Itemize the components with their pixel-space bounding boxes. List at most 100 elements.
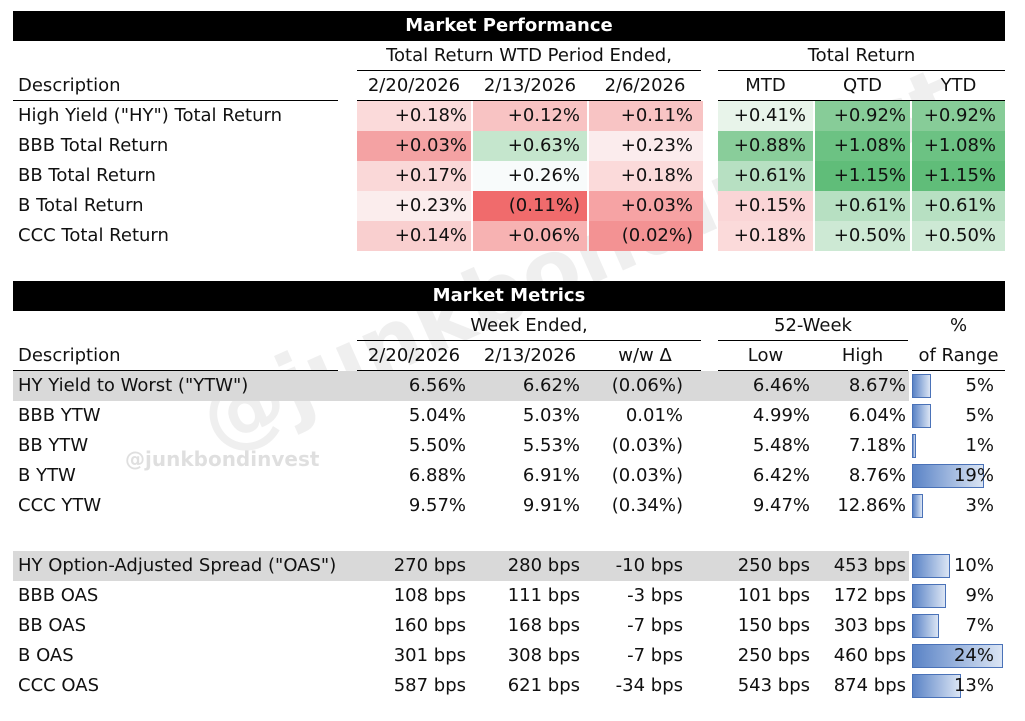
perf-row: BB Total Return +0.17% +0.26% +0.18% +0.61% +… xyxy=(0,161,1025,191)
range-value: 24% xyxy=(953,645,994,666)
range-value: 10% xyxy=(953,555,994,576)
metrics-cell-value: 874 bps xyxy=(833,675,906,696)
range-bar xyxy=(912,434,916,458)
metrics-row-shade xyxy=(13,551,909,581)
metrics-cell-value: 160 bps xyxy=(393,615,466,636)
perf-cell-bg xyxy=(473,161,587,191)
perf-cell-value: +0.41% xyxy=(733,105,806,126)
metrics-cell-value: 6.88% xyxy=(408,465,466,486)
metrics-row: B OAS 301 bps 308 bps -7 bps 250 bps 460 bps 2… xyxy=(0,641,1025,671)
metrics-col-header: High xyxy=(841,345,884,366)
metrics-cell-value: 250 bps xyxy=(737,645,810,666)
perf-cell-value: +0.50% xyxy=(833,225,906,246)
metrics-cols-line xyxy=(357,370,701,371)
perf-desc-header: Description xyxy=(18,75,121,96)
perf-cell-bg xyxy=(357,161,471,191)
perf-cell-bg xyxy=(357,191,471,221)
metrics-col-header: of Range xyxy=(918,345,999,366)
metrics-row: CCC YTW 9.57% 9.91% (0.34%) 9.47% 12.86% 3% xyxy=(0,491,1025,521)
metrics-cell-value: 308 bps xyxy=(507,645,580,666)
perf-cell-bg xyxy=(718,131,813,161)
range-bar xyxy=(912,404,931,428)
perf-cell-bg xyxy=(357,131,471,161)
metrics-cell-value: 172 bps xyxy=(833,585,906,606)
metrics-cell-value: 6.42% xyxy=(752,465,810,486)
perf-cell-bg xyxy=(473,101,587,131)
perf-cell-bg xyxy=(912,131,1005,161)
perf-cols-line xyxy=(357,100,701,101)
metrics-col-header: Low xyxy=(747,345,784,366)
perf-cell-bg xyxy=(912,101,1005,131)
perf-cell-value: +1.15% xyxy=(923,165,996,186)
metrics-cell-value: 301 bps xyxy=(393,645,466,666)
perf-total-line xyxy=(718,100,1005,101)
perf-cell-bg xyxy=(589,161,703,191)
metrics-row-label: BB YTW xyxy=(18,435,89,456)
metrics-group-week: Week Ended, xyxy=(470,315,588,336)
perf-cell-value: +0.92% xyxy=(833,105,906,126)
metrics-cell-value: -7 bps xyxy=(627,615,683,636)
range-value: 13% xyxy=(953,675,994,696)
range-value: 19% xyxy=(953,465,994,486)
metrics-pct-line xyxy=(912,370,1005,371)
metrics-cell-value: 453 bps xyxy=(833,555,906,576)
perf-group-wtd: Total Return WTD Period Ended, xyxy=(386,45,672,66)
metrics-group-pct: % xyxy=(949,315,968,336)
perf-cell-bg xyxy=(589,131,703,161)
metrics-cell-value: 108 bps xyxy=(393,585,466,606)
perf-col-header: 2/20/2026 xyxy=(367,75,461,96)
perf-cell-value: +0.23% xyxy=(394,195,467,216)
metrics-cell-value: 168 bps xyxy=(507,615,580,636)
range-value: 5% xyxy=(965,405,994,426)
metrics-cell-value: 6.04% xyxy=(848,405,906,426)
metrics-cell-value: 8.76% xyxy=(848,465,906,486)
perf-group-total-line xyxy=(718,70,1005,71)
metrics-row-label: B YTW xyxy=(18,465,76,486)
metrics-col-header: 2/20/2026 xyxy=(367,345,461,366)
perf-cell-bg xyxy=(815,161,910,191)
perf-cell-bg xyxy=(357,101,471,131)
perf-cell-value: +0.15% xyxy=(733,195,806,216)
range-value: 5% xyxy=(965,375,994,396)
metrics-cell-value: 6.91% xyxy=(522,465,580,486)
perf-cell-bg xyxy=(589,101,703,131)
perf-cell-value: +0.18% xyxy=(394,105,467,126)
metrics-row-shade xyxy=(13,371,909,401)
metrics-cell-value: -3 bps xyxy=(627,585,683,606)
metrics-cell-value: 5.48% xyxy=(752,435,810,456)
metrics-cell-value: 150 bps xyxy=(737,615,810,636)
perf-cell-bg xyxy=(912,161,1005,191)
metrics-row-label: B OAS xyxy=(18,645,74,666)
perf-cell-value: +0.03% xyxy=(394,135,467,156)
perf-cell-value: +0.14% xyxy=(394,225,467,246)
perf-cell-value: +0.18% xyxy=(733,225,806,246)
range-bar xyxy=(912,374,931,398)
perf-cell-bg xyxy=(589,191,703,221)
metrics-row: CCC OAS 587 bps 621 bps -34 bps 543 bps 874 b… xyxy=(0,671,1025,701)
perf-cell-value: +0.61% xyxy=(833,195,906,216)
metrics-row: BBB OAS 108 bps 111 bps -3 bps 101 bps 172 bp… xyxy=(0,581,1025,611)
metrics-cell-value: 7.18% xyxy=(848,435,906,456)
range-bar xyxy=(912,464,984,488)
metrics-row-label: BBB YTW xyxy=(18,405,101,426)
range-value: 3% xyxy=(965,495,994,516)
metrics-cell-value: 621 bps xyxy=(507,675,580,696)
perf-col-header: 2/6/2026 xyxy=(604,75,686,96)
perf-cell-value: +1.08% xyxy=(923,135,996,156)
metrics-cell-value: 270 bps xyxy=(393,555,466,576)
perf-cell-value: +1.08% xyxy=(833,135,906,156)
perf-cell-bg xyxy=(589,221,703,251)
perf-col-header: 2/13/2026 xyxy=(483,75,577,96)
metrics-cell-value: (0.03%) xyxy=(611,435,683,456)
perf-cell-bg xyxy=(815,101,910,131)
perf-cell-value: (0.11%) xyxy=(508,195,580,216)
metrics-cell-value: 587 bps xyxy=(393,675,466,696)
metrics-desc-line xyxy=(13,370,338,371)
perf-cell-bg xyxy=(718,101,813,131)
metrics-cell-value: 0.01% xyxy=(625,405,683,426)
perf-cell-value: +0.92% xyxy=(923,105,996,126)
perf-cell-value: +0.03% xyxy=(620,195,693,216)
perf-cell-bg xyxy=(815,131,910,161)
metrics-cell-value: 303 bps xyxy=(833,615,906,636)
perf-row: High Yield ("HY") Total Return +0.18% +0.1… xyxy=(0,101,1025,131)
